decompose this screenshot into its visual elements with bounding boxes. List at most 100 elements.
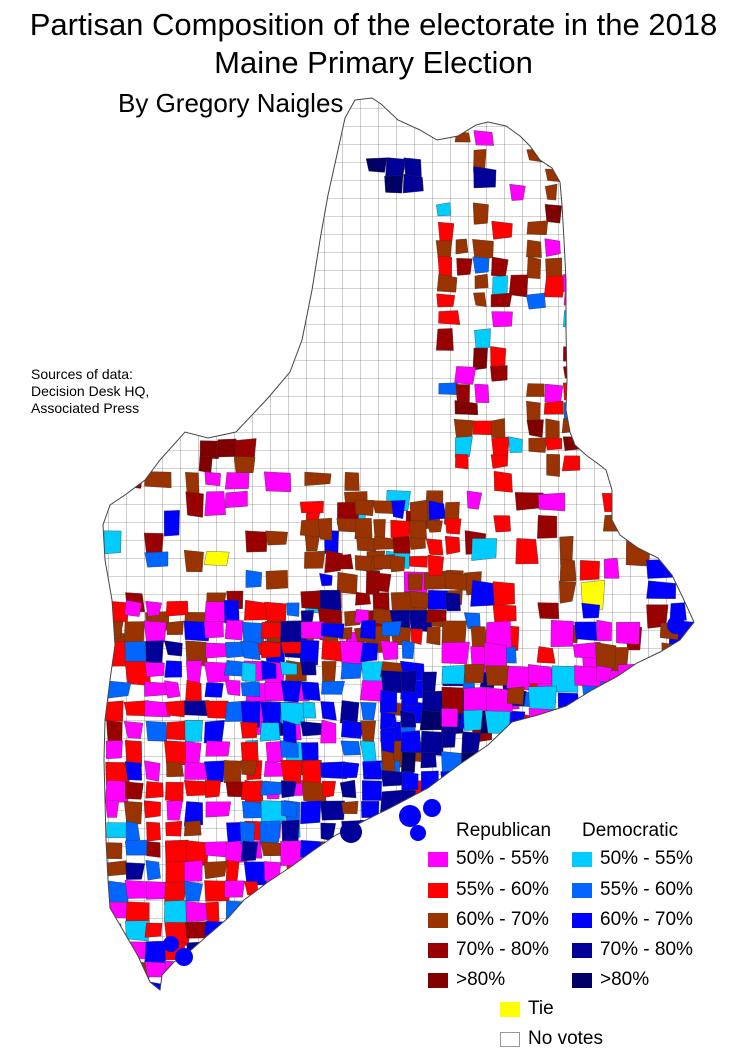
town-fill [506,666,531,691]
town-fill [543,400,564,415]
town-fill [266,940,288,965]
town-fill [144,471,172,489]
town-fill [302,701,317,719]
sources-line-3: Associated Press [31,400,140,416]
town-fill [240,681,261,697]
town-fill [616,621,641,645]
town-fill [371,572,392,593]
town-fill [472,239,494,260]
town-fill [144,700,171,718]
town-fill [125,920,150,942]
town-fill [625,515,651,539]
town-fill [550,619,574,647]
town-fill [339,700,360,724]
legend-label: 60% - 70% [456,909,549,930]
legend-item-rep-55-60: 55% - 60% [428,879,549,901]
town-fill [407,573,423,591]
town-fill [491,220,513,240]
town-fill [125,820,141,843]
town-fill [165,820,183,837]
town-fill [320,719,337,744]
town-fill [240,760,258,776]
town-fill [299,639,320,666]
town-fill [184,762,208,780]
town-fill [203,621,224,639]
town-fill [563,167,587,185]
town-fill [483,642,508,670]
town-fill [668,691,694,715]
town-fill [264,861,282,881]
town-fill [204,880,230,902]
legend-swatch [572,972,592,988]
town-fill [286,602,300,617]
town-fill [205,940,219,960]
town-fill [124,761,143,781]
town-fill [361,840,378,864]
town-fill [408,537,426,550]
town-fill [284,941,301,967]
town-fill [623,471,651,494]
town-fill [224,490,248,509]
town-fill [203,551,230,566]
town-fill [420,752,437,769]
town-fill [381,769,405,787]
town-fill [243,921,270,938]
town-fill [491,436,510,457]
town-fill [595,642,617,669]
town-fill [492,581,515,606]
town-fill [381,620,402,637]
town-fill [537,602,560,620]
town-fill [400,730,422,753]
town-fill [484,710,511,734]
town-fill [244,962,266,981]
town-fill [123,621,145,645]
town-fill [145,860,161,881]
town-fill [559,580,577,604]
town-fill [344,472,360,491]
town-fill [144,662,165,678]
town-fill [124,740,143,767]
town-fill [471,538,497,561]
sources-line-1: Sources of data: [31,366,133,382]
town-fill [422,671,437,695]
town-fill [286,900,308,922]
town-fill [544,383,564,403]
town-fill [544,438,563,451]
town-fill [204,841,230,858]
town-fill [596,686,615,716]
town-fill [390,519,412,539]
town-fill [543,275,566,298]
town-fill [166,620,184,635]
town-fill [463,686,489,712]
legend-label: 50% - 55% [600,848,693,869]
town-fill [146,841,161,858]
town-fill [426,626,441,646]
town-fill [455,453,469,470]
town-fill [546,454,560,477]
town-fill [601,493,631,513]
town-fill [500,790,522,810]
town-fill [245,942,263,960]
town-fill [639,686,662,705]
town-fill [143,800,161,819]
town-fill [559,558,577,582]
town-fill [204,682,224,698]
legend-swatch [572,882,592,898]
town-fill [493,515,511,533]
town-fill [300,590,323,610]
town-fill [563,364,576,379]
town-fill [241,780,263,801]
town-fill [164,660,183,678]
town-fill [372,500,394,514]
town-fill [602,691,630,717]
town-fill [105,740,123,760]
town-fill [538,492,566,512]
town-fill [380,711,398,730]
town-fill [474,328,491,349]
town-fill [562,382,580,401]
map-title: Partisan Composition of the electorate i… [0,6,747,82]
town-fill [300,800,322,825]
town-fill [105,901,127,919]
town-fill [320,761,348,779]
town-fill [224,959,249,986]
